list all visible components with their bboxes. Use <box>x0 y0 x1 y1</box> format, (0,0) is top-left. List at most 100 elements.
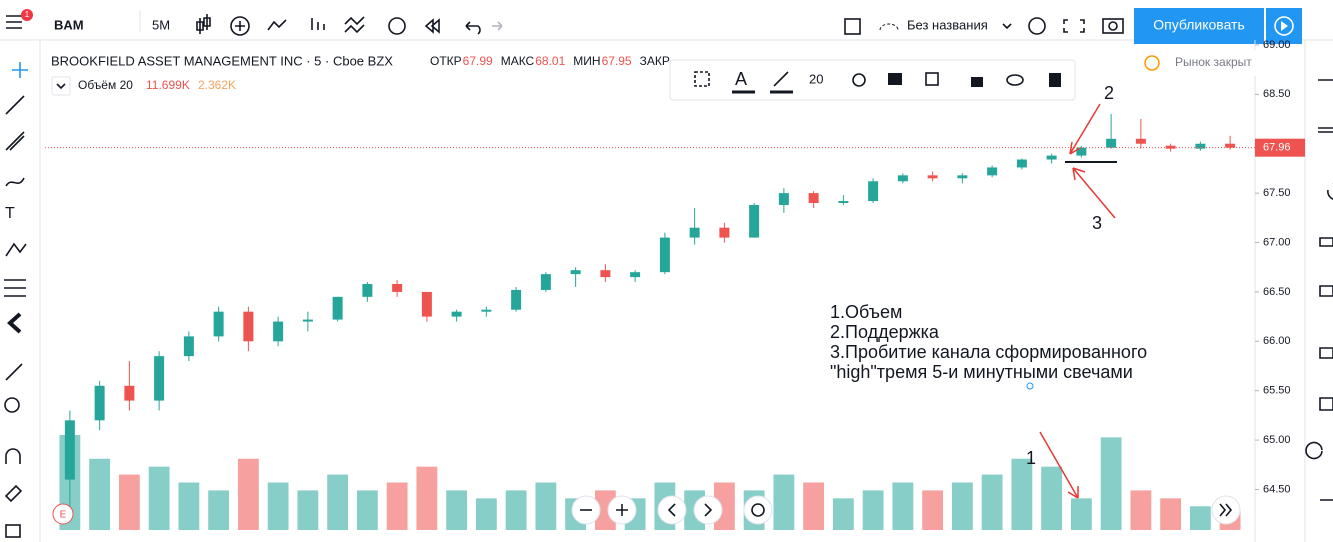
candle-body <box>332 296 343 320</box>
candle-body <box>1106 138 1117 148</box>
svg-text:1: 1 <box>25 10 30 19</box>
anchor <box>1026 382 1034 390</box>
note-line: 3.Пробитие канала сформированного <box>830 342 1147 362</box>
candle-body <box>451 311 462 317</box>
volume-bar <box>297 490 319 530</box>
line-width[interactable]: 20 <box>809 71 823 86</box>
candle-body <box>987 167 998 176</box>
candle-body <box>1046 155 1057 160</box>
earnings-marker[interactable] <box>52 503 74 525</box>
volume-bar <box>1011 458 1033 530</box>
candle-body <box>124 385 135 401</box>
volume-bar <box>446 490 468 530</box>
volume-bar <box>832 498 854 530</box>
ohlc-close-label: ЗАКР <box>640 54 670 68</box>
svg-text:T: T <box>5 205 15 222</box>
candle-body <box>838 201 849 204</box>
volume-bar <box>922 490 944 530</box>
tool-icons[interactable] <box>196 14 1124 36</box>
candle-body <box>689 227 700 238</box>
volume-bar <box>1189 506 1211 530</box>
candle-body <box>1225 143 1236 148</box>
volume-bar <box>118 474 140 530</box>
candle-body <box>421 291 432 317</box>
volume-bar <box>951 482 973 530</box>
volume-bar <box>1100 437 1122 530</box>
volume-bar <box>208 490 230 530</box>
note-line: "high"тремя 5-и минутными свечами <box>830 362 1133 382</box>
annotation-arrows <box>1039 103 1117 499</box>
ohlc-open-label: ОТКР <box>430 54 462 68</box>
candle-body <box>183 336 194 357</box>
market-status: Рынок закрыт <box>1175 55 1252 69</box>
marker-1: 1 <box>1026 448 1036 468</box>
publish-button[interactable] <box>1134 8 1264 44</box>
floating-tools[interactable]: A <box>694 69 1061 94</box>
volume-value: 11.699K <box>146 78 190 92</box>
volume-bar <box>178 482 200 530</box>
volume-bar <box>356 490 378 530</box>
drawing-tools[interactable]: T <box>4 62 28 538</box>
nav-buttons[interactable] <box>571 495 1241 525</box>
candle-body <box>1135 138 1146 144</box>
candle-body <box>273 321 284 342</box>
layout-name[interactable]: Без названия <box>907 17 988 32</box>
collapse-icon <box>56 83 66 90</box>
status-bg <box>1060 50 1256 76</box>
y-tick-label: 69.00 <box>1263 39 1291 51</box>
y-tick-label: 66.00 <box>1263 335 1291 347</box>
volume-ma: 2.362K <box>198 78 236 92</box>
legend-title: BROOKFIELD ASSET MANAGEMENT INC · 5 · Cb… <box>51 53 393 68</box>
volume-bar <box>475 498 497 530</box>
ohlc-open: 67.99 <box>463 54 493 68</box>
volume-bar <box>773 474 795 530</box>
ohlc-low: 67.95 <box>602 54 632 68</box>
floating-toolbar <box>669 59 1076 101</box>
marker-2: 2 <box>1104 83 1114 103</box>
ohlc-high-label: МАКС <box>501 54 535 68</box>
y-tick-label: 65.00 <box>1263 434 1291 446</box>
volume-bar <box>803 482 825 530</box>
candle-body <box>957 175 968 179</box>
volume-label: Объём 20 <box>78 78 133 92</box>
y-tick-label: 66.50 <box>1263 286 1291 298</box>
symbol[interactable]: BAM <box>54 17 84 32</box>
candle-body <box>94 385 105 421</box>
candle-body <box>481 309 492 312</box>
candle-body <box>362 284 373 297</box>
menu-button[interactable]: 1 <box>6 9 33 29</box>
candle-body <box>719 227 730 238</box>
publish-label[interactable]: Опубликовать <box>1153 17 1245 33</box>
volume-bar <box>981 474 1003 530</box>
volume-bar <box>89 458 111 530</box>
replay-icon <box>1274 16 1294 36</box>
last-price-label: 67.96 <box>1263 142 1291 154</box>
ohlc-legend: ОТКР 67.99 МАКС 68.01 МИН 67.95 ЗАКР <box>430 54 670 68</box>
candle-body <box>808 193 819 204</box>
volume-bar <box>327 474 349 530</box>
collapse-button[interactable] <box>51 76 71 96</box>
candle-body <box>778 193 789 205</box>
candle-body <box>1016 159 1027 168</box>
volume-bar <box>267 482 289 530</box>
volume-bar <box>594 490 616 530</box>
interval[interactable]: 5М <box>152 17 170 32</box>
y-tick-label: 67.00 <box>1263 236 1291 248</box>
note-line: 2.Поддержка <box>830 322 940 342</box>
chart: 69.0068.5068.0067.5067.0066.5066.0065.50… <box>45 39 1305 530</box>
volume-bar <box>535 482 557 530</box>
volume-bar <box>148 466 170 530</box>
candle-body <box>749 204 760 238</box>
candle-body <box>302 319 313 322</box>
annotation-text: 1.Объем 2.Поддержка 3.Пробитие канала сф… <box>830 302 1147 382</box>
replay-icon <box>1281 21 1288 31</box>
volume-bar <box>862 490 884 530</box>
sidebar-icons[interactable] <box>1305 79 1333 501</box>
candle-body <box>897 175 908 182</box>
volume-bar <box>1070 498 1092 530</box>
y-tick-label: 68.50 <box>1263 88 1291 100</box>
last-price-tag <box>1255 138 1305 157</box>
candle-body <box>927 175 938 179</box>
marker-3: 3 <box>1092 213 1102 233</box>
